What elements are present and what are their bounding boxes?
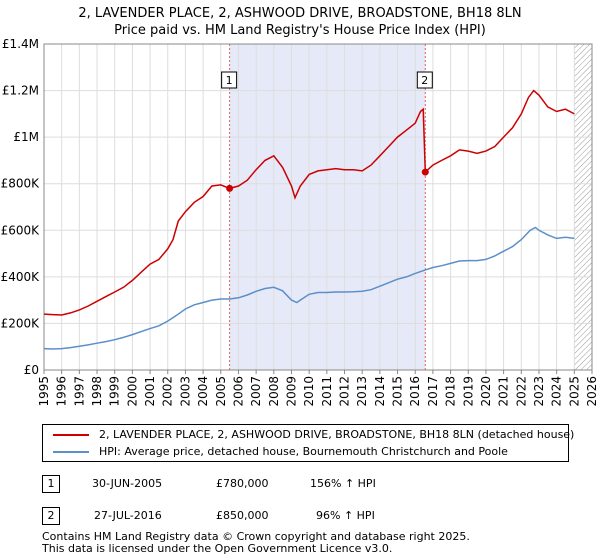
x-tick-label: 2019 bbox=[461, 376, 475, 407]
x-tick-label: 2017 bbox=[426, 376, 440, 407]
sale-chart-badge bbox=[221, 71, 238, 89]
x-tick-label: 2010 bbox=[302, 376, 316, 407]
y-tick-label: £0 bbox=[24, 363, 39, 377]
x-tick-label: 1995 bbox=[37, 376, 51, 407]
hpi-line bbox=[43, 226, 575, 350]
future-hatch bbox=[574, 44, 592, 370]
x-tick-label: 1999 bbox=[108, 376, 122, 407]
legend-item-property: 2, LAVENDER PLACE, 2, ASHWOOD DRIVE, BRO… bbox=[53, 427, 574, 443]
x-tick-label: 1998 bbox=[90, 376, 104, 407]
y-tick-label: £1M bbox=[13, 130, 39, 144]
legend-label-hpi: HPI: Average price, detached house, Bour… bbox=[99, 445, 508, 458]
x-tick-label: 2025 bbox=[567, 376, 581, 407]
sale-row: 2 27-JUL-2016 £850,000 96% ↑ HPI bbox=[42, 506, 562, 526]
sale-chart-badge bbox=[416, 71, 433, 89]
x-tick-label: 2005 bbox=[214, 376, 228, 407]
chart-subtitle: Price paid vs. HM Land Registry's House … bbox=[114, 23, 486, 38]
x-tick-label: 2001 bbox=[143, 376, 157, 407]
x-tick-label: 2011 bbox=[320, 376, 334, 407]
x-tick-label: 2000 bbox=[125, 376, 139, 407]
legend-swatch-hpi bbox=[53, 451, 89, 453]
footer-licence: This data is licensed under the Open Gov… bbox=[42, 542, 393, 555]
x-tick-label: 2006 bbox=[231, 376, 245, 407]
sale-date: 27-JUL-2016 bbox=[94, 509, 162, 522]
x-tick-label: 1997 bbox=[72, 376, 86, 407]
legend-label-property: 2, LAVENDER PLACE, 2, ASHWOOD DRIVE, BRO… bbox=[99, 428, 575, 441]
sale-chart-badge-label: 2 bbox=[421, 74, 428, 87]
x-tick-label: 2013 bbox=[355, 376, 369, 407]
x-tick-label: 2022 bbox=[514, 376, 528, 407]
x-tick-label: 2008 bbox=[267, 376, 281, 407]
sale-point bbox=[421, 168, 429, 176]
x-tick-label: 2002 bbox=[161, 376, 175, 407]
x-tick-label: 2009 bbox=[284, 376, 298, 407]
x-tick-label: 2014 bbox=[373, 376, 387, 407]
price-chart: £0 £200K £400K £600K £800K £1M £1.2M £1.4M 1995 1… bbox=[1, 37, 599, 407]
y-tick-label: £800K bbox=[1, 177, 41, 191]
x-tick-label: 2015 bbox=[391, 376, 405, 407]
sale-chart-badge-label: 1 bbox=[226, 74, 233, 87]
x-tick-label: 2024 bbox=[550, 376, 564, 407]
sale-badge: 1 bbox=[42, 475, 60, 493]
ownership-shade bbox=[229, 44, 426, 370]
sale-date: 30-JUN-2005 bbox=[92, 477, 163, 490]
sale-row: 1 30-JUN-2005 £780,000 156% ↑ HPI bbox=[42, 474, 562, 494]
y-tick-label: £200K bbox=[1, 316, 41, 330]
property-price-line bbox=[43, 89, 575, 316]
y-tick-label: £600K bbox=[1, 223, 41, 237]
sale-badge: 2 bbox=[42, 507, 60, 525]
x-tick-label: 2023 bbox=[532, 376, 546, 407]
sale-price: £850,000 bbox=[216, 509, 269, 522]
legend: 2, LAVENDER PLACE, 2, ASHWOOD DRIVE, BRO… bbox=[42, 424, 574, 462]
sale-hpi-change: 156% ↑ HPI bbox=[310, 477, 376, 490]
footer-copyright: Contains HM Land Registry data © Crown c… bbox=[42, 530, 470, 543]
x-tick-label: 2004 bbox=[196, 376, 210, 407]
x-tick-label: 2012 bbox=[338, 376, 352, 407]
sale-point bbox=[226, 184, 234, 192]
x-tick-label: 2016 bbox=[408, 376, 422, 407]
x-tick-label: 2026 bbox=[585, 376, 599, 407]
legend-swatch-property bbox=[53, 434, 89, 436]
x-tick-label: 2007 bbox=[249, 376, 263, 407]
x-tick-label: 2003 bbox=[178, 376, 192, 407]
x-tick-label: 2018 bbox=[444, 376, 458, 407]
footer: Contains HM Land Registry data © Crown c… bbox=[42, 531, 470, 555]
y-tick-label: £1.4M bbox=[2, 37, 39, 51]
x-tick-label: 1996 bbox=[55, 376, 69, 407]
chart-title: 2, LAVENDER PLACE, 2, ASHWOOD DRIVE, BRO… bbox=[78, 6, 522, 21]
plot-frame bbox=[43, 43, 593, 371]
x-tick-label: 2020 bbox=[479, 376, 493, 407]
sale-price: £780,000 bbox=[216, 477, 269, 490]
y-tick-label: £1.2M bbox=[2, 84, 39, 98]
legend-item-hpi: HPI: Average price, detached house, Bour… bbox=[53, 444, 508, 460]
y-tick-label: £400K bbox=[1, 270, 41, 284]
sale-hpi-change: 96% ↑ HPI bbox=[316, 509, 375, 522]
x-tick-label: 2021 bbox=[497, 376, 511, 407]
